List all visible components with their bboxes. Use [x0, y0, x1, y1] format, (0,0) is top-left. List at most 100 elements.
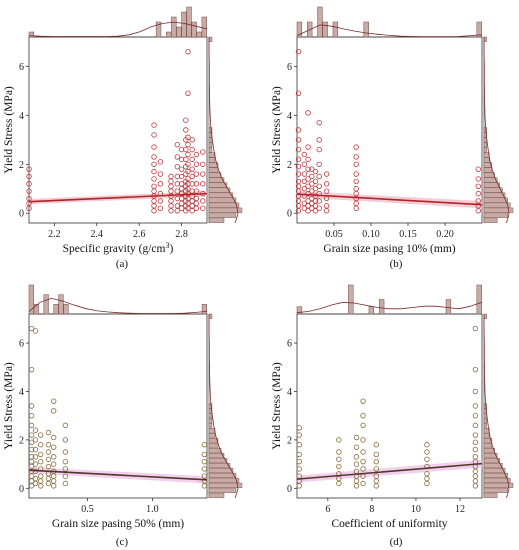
right-hist-bar [483, 187, 503, 193]
top-hist-bar [476, 21, 482, 38]
data-point [178, 200, 185, 207]
data-point [472, 432, 479, 438]
data-point [295, 171, 302, 177]
data-point [178, 205, 185, 212]
right-hist-bar [208, 192, 234, 198]
data-point [296, 432, 302, 438]
data-point [189, 173, 195, 180]
y-tick-label: 2 [287, 160, 292, 171]
data-point [353, 205, 359, 212]
y-axis-label: Yield Stress (MPa) [3, 86, 15, 174]
data-point [353, 478, 360, 484]
right-hist-bar [483, 458, 501, 464]
y-tick-label: 2 [19, 160, 24, 171]
data-point [373, 483, 379, 489]
data-point [50, 454, 57, 460]
data-point [305, 166, 311, 172]
data-point [295, 146, 302, 153]
y-tick-label: 4 [19, 111, 24, 122]
data-point [151, 161, 157, 167]
data-point [50, 478, 57, 484]
right-hist-bar [208, 142, 213, 148]
top-hist-bar [171, 16, 177, 38]
data-point [157, 171, 164, 177]
right-hist-bar [483, 157, 490, 163]
y-tick-label: 6 [287, 62, 292, 73]
right-hist-bar [208, 197, 237, 203]
data-point [193, 205, 200, 212]
data-point [296, 442, 302, 448]
x-axis-label-superscript: 3 [165, 241, 169, 250]
data-point [151, 132, 157, 138]
data-point [316, 198, 322, 204]
x-tick-label: 2.4 [91, 229, 104, 240]
data-point [189, 166, 195, 172]
right-hist-bar [208, 157, 216, 163]
data-point [32, 437, 39, 443]
x-axis-label: Grain size pasing 10% (mm) [323, 243, 455, 255]
right-hist-bar [208, 433, 216, 439]
data-point [353, 454, 360, 460]
right-hist-bar [483, 477, 511, 483]
panel-b: 0.05 0.10 0.15 0.20 0 2 4 6 Grain size pasing 10… [271, 6, 514, 270]
x-tick-label: 2.6 [133, 229, 146, 240]
data-point [296, 451, 302, 458]
y-tick-label: 0 [19, 484, 24, 495]
right-hist-bar [483, 177, 498, 183]
data-point [353, 161, 359, 167]
data-point [472, 454, 479, 460]
right-hist-bar [208, 477, 240, 483]
top-hist-bar [332, 21, 339, 38]
x-tick-label: 0.10 [362, 229, 380, 240]
data-point [323, 181, 330, 187]
right-hist-bar [483, 423, 487, 429]
data-point [475, 166, 481, 172]
data-point [309, 188, 315, 194]
data-point [472, 439, 479, 446]
data-point [50, 434, 57, 441]
data-point [50, 461, 57, 467]
right-hist-bar [208, 418, 213, 424]
data-point [475, 183, 481, 189]
top-hist-bar [378, 299, 385, 315]
right-hist-bar [208, 172, 222, 178]
data-point [45, 475, 52, 482]
data-point [28, 403, 35, 409]
regression-line [28, 469, 208, 481]
data-point [28, 432, 35, 438]
top-hist-bar [53, 304, 59, 315]
data-point [189, 137, 195, 143]
right-density-curve [208, 37, 239, 224]
data-point [62, 473, 69, 479]
data-point [360, 437, 366, 443]
data-point [37, 451, 44, 458]
data-point [323, 203, 330, 209]
data-point [472, 325, 479, 332]
panel-label: (d) [390, 536, 403, 548]
data-point [336, 437, 342, 443]
data-point [301, 178, 308, 185]
data-point [360, 422, 366, 429]
data-point [305, 144, 311, 150]
y-axis-label: Yield Stress (MPa) [271, 362, 283, 450]
data-point [185, 161, 191, 167]
data-point [32, 454, 39, 460]
data-point [151, 198, 157, 204]
top-hist-bar [28, 284, 34, 315]
data-point [201, 458, 208, 465]
top-hist-bar [155, 21, 162, 38]
data-point [185, 134, 191, 141]
y-tick-label: 6 [19, 62, 24, 73]
data-point [174, 203, 181, 209]
data-point [301, 200, 308, 207]
right-hist-bar [208, 217, 225, 223]
data-point [193, 200, 200, 207]
right-hist-bar [483, 433, 490, 439]
data-point [373, 473, 379, 479]
data-point [296, 466, 302, 472]
data-point [472, 483, 479, 489]
panel-a: 2.2 2.4 2.6 2.8 0 2 4 6 Specific gravity (g/cm3)… [3, 6, 243, 270]
data-point [296, 425, 302, 431]
data-point [353, 444, 360, 450]
